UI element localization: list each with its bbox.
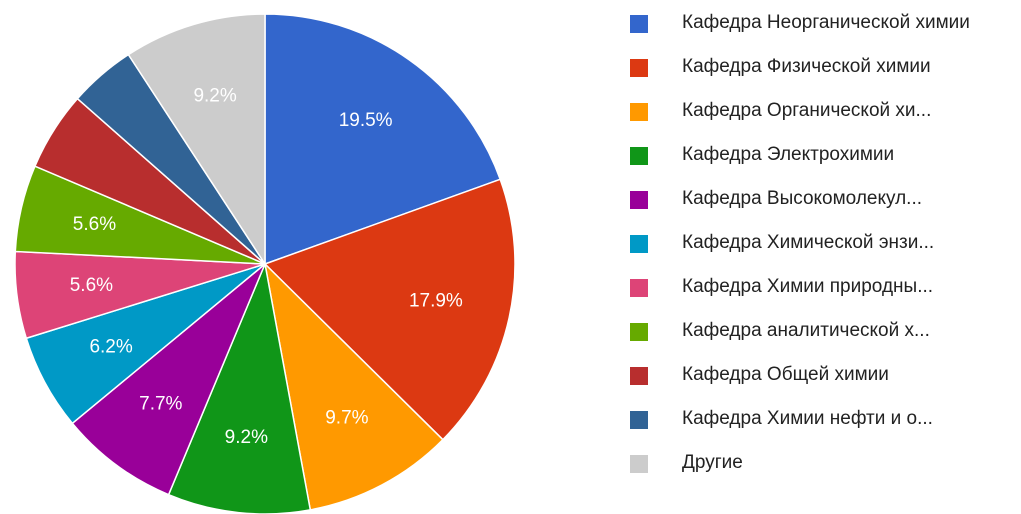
legend-label: Кафедра Химической энзи...: [682, 232, 935, 253]
pie-slice: [71, 263, 266, 496]
slice-label: 5.6%: [70, 275, 113, 296]
legend-item: Кафедра аналитической х...: [630, 320, 1017, 348]
legend-item: Кафедра Высокомолекул...: [630, 188, 1017, 216]
legend-item: Кафедра Общей химии: [630, 364, 1017, 392]
slice-label: 7.7%: [139, 394, 182, 415]
legend-label: Кафедра Электрохимии: [682, 144, 895, 165]
slice-label: 5.6%: [73, 214, 116, 235]
legend-label: Кафедра Органической хи...: [682, 100, 932, 121]
slice-label: 19.5%: [339, 110, 393, 131]
legend-item: Кафедра Неорганической химии: [630, 12, 1017, 40]
pie-slice: [263, 178, 516, 441]
legend-swatch: [630, 323, 648, 341]
pie-slice: [264, 13, 502, 266]
pie-slice: [127, 13, 266, 267]
legend-item: Кафедра Органической хи...: [630, 100, 1017, 128]
legend-swatch: [630, 367, 648, 385]
legend-swatch: [630, 235, 648, 253]
legend-swatch: [630, 455, 648, 473]
legend-label: Другие: [682, 452, 743, 473]
legend-swatch: [630, 411, 648, 429]
legend-swatch: [630, 279, 648, 297]
pie: 19.5% 17.9% 9.7% 9.2% 7.7% 6.2% 5.6% 5.6% 9.2%: [14, 13, 516, 514]
legend-label: Кафедра Высокомолекул...: [682, 188, 923, 209]
legend-item: Кафедра Физической химии: [630, 56, 1017, 84]
legend-swatch: [630, 15, 648, 33]
legend-item: Кафедра Химической энзи...: [630, 232, 1017, 260]
slice-label: 9.2%: [193, 85, 236, 106]
legend-label: Кафедра Химии природны...: [682, 276, 934, 297]
legend-swatch: [630, 191, 648, 209]
slice-label: 6.2%: [89, 336, 132, 357]
legend-item: Кафедра Химии природны...: [630, 276, 1017, 304]
legend-item: Другие: [630, 452, 1017, 480]
pie-slice: [167, 261, 312, 514]
legend-label: Кафедра Общей химии: [682, 364, 889, 385]
legend-swatch: [630, 103, 648, 121]
legend-label: Кафедра Неорганической химии: [682, 12, 970, 33]
legend-item: Кафедра Химии нефти и о...: [630, 408, 1017, 436]
legend-swatch: [630, 147, 648, 165]
legend-label: Кафедра Физической химии: [682, 56, 931, 77]
legend-label: Кафедра аналитической х...: [682, 320, 930, 341]
slice-label: 9.2%: [225, 427, 268, 448]
pie-slice: [263, 261, 444, 511]
slice-label: 17.9%: [409, 291, 463, 312]
legend-item: Кафедра Электрохимии: [630, 144, 1017, 172]
slice-label: 9.7%: [325, 408, 368, 429]
legend-swatch: [630, 59, 648, 77]
legend-label: Кафедра Химии нефти и о...: [682, 408, 933, 429]
